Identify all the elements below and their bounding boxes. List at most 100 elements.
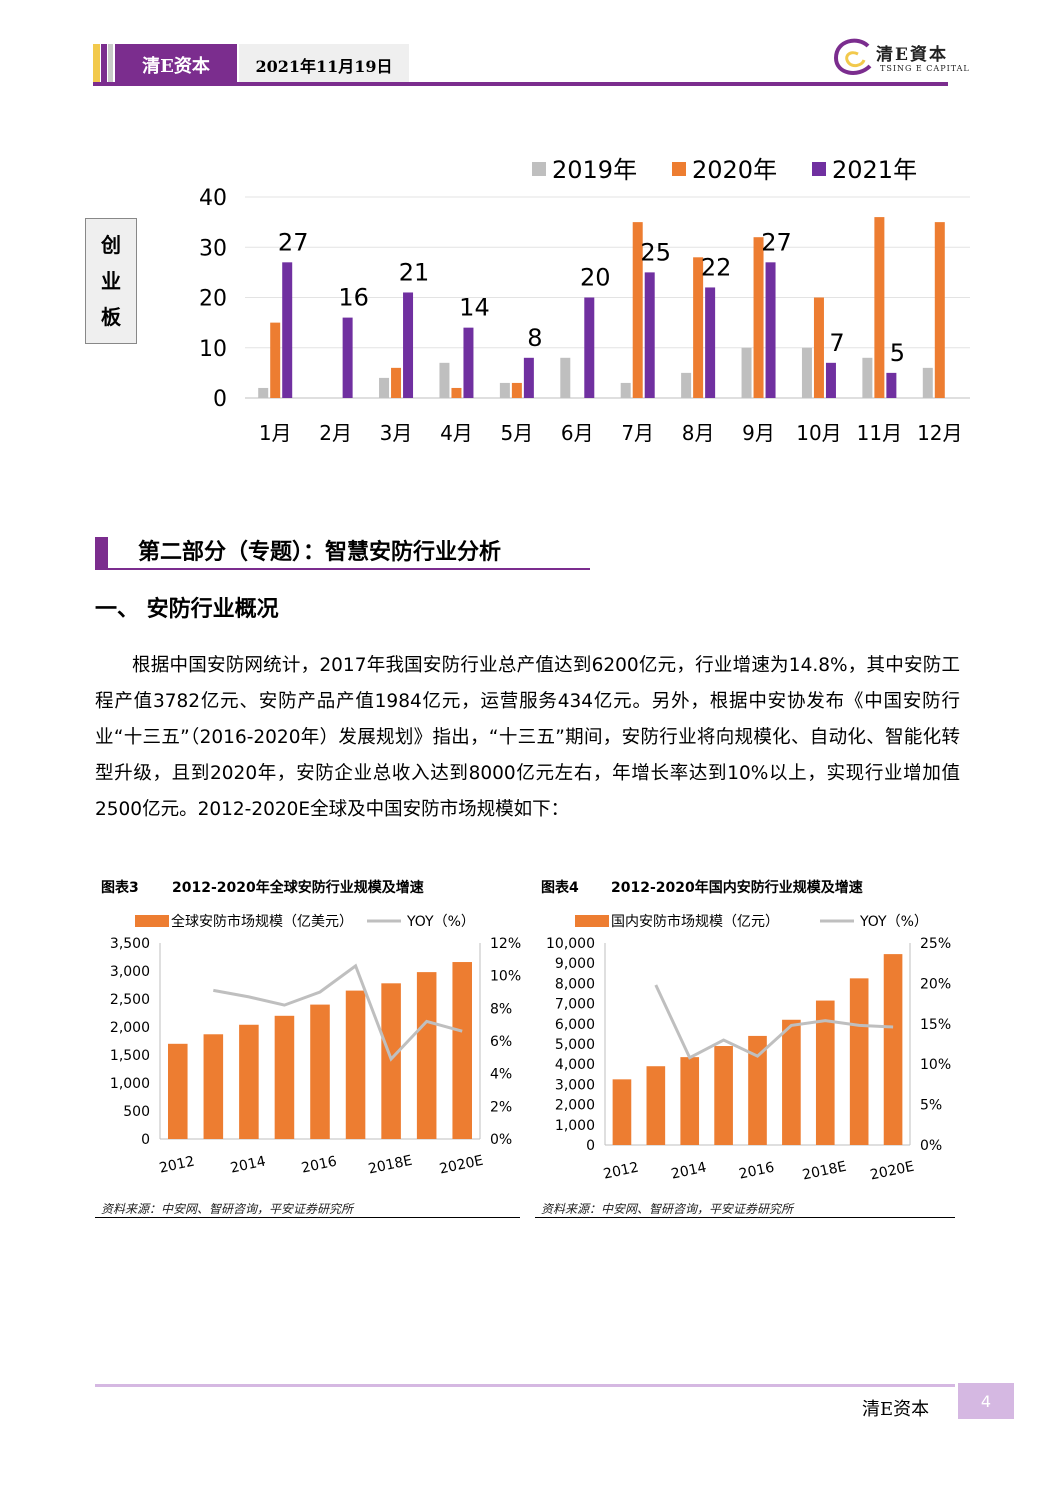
y-left-tick-label: 9,000 [555,956,595,972]
data-label: 8 [527,324,542,352]
bar [403,292,414,398]
figure4-source-line [535,1217,955,1218]
bar [612,1079,632,1145]
monthly-bar-chart: 0 10 20 30 40 1月 27 2月 16 3月 21 4月 14 5月 8 6月 20 7月 25 8月 22… [199,156,970,445]
header-date: 2021年11月19日 [239,44,409,86]
y-left-tick-label: 8,000 [555,976,595,992]
bar [849,978,869,1145]
y-left-tick-label: 4,000 [555,1057,595,1073]
y-right-tick-label: 0% [490,1132,512,1148]
side-label-char: 板 [101,305,121,329]
bar [693,257,704,398]
bar [815,1000,835,1145]
figure3-chart: 0 500 1,000 1,500 2,000 2,500 3,000 3,500 0% 2% 4%… [110,913,521,1178]
body-paragraph: 根据中国安防网统计，2017年我国安防行业总产值达到6200亿元，行业增速为14… [95,655,960,820]
bar [345,990,366,1139]
y-left-tick-label: 10,000 [546,936,595,952]
x-tick-label: 3月 [380,421,413,445]
side-label-char: 业 [101,269,121,293]
y-left-tick-label: 3,500 [110,936,150,952]
figure3-source: 资料来源：中安网、智研咨询，平安证券研究所 [101,1202,354,1216]
header-accent-gray [108,44,113,86]
bar [274,1015,295,1139]
bar [883,954,903,1145]
bar [379,377,390,398]
data-label: 21 [399,258,430,286]
x-tick-label: 2020E [438,1153,485,1178]
legend-swatch [532,162,546,176]
bar [632,222,643,398]
y-left-tick-label: 1,500 [110,1048,150,1064]
y-left-tick-label: 3,000 [555,1077,595,1093]
x-tick-label: 2月 [319,421,352,445]
y-right-tick-label: 15% [920,1017,951,1033]
chart-side-label: 创 业 板 [85,218,137,344]
x-tick-label: 2018E [367,1153,414,1178]
figure3-title: 2012-2020年全球安防行业规模及增速 [172,880,424,896]
logo-cn: 清E資本 [876,45,948,65]
bar [258,387,269,398]
bar [886,372,897,398]
data-label: 14 [459,294,490,322]
bar [825,362,836,398]
bar [203,1034,224,1139]
x-tick-label: 9月 [742,421,775,445]
header-brand: 清E资本 [115,44,237,86]
yoy-line [654,984,894,1060]
data-label: 7 [829,329,844,357]
y-left-tick-label: 2,000 [110,1020,150,1036]
bar [499,382,510,398]
x-tick-label: 10月 [796,421,841,445]
bar [862,357,873,398]
x-tick-label: 2012 [602,1160,640,1183]
legend-label: YOY（%） [859,914,928,930]
legend-swatch-bar [135,915,169,927]
figure4-label: 图表4 [541,880,579,896]
legend-label: 2019年 [552,156,637,184]
y-tick-label: 30 [199,236,227,261]
y-left-tick-label: 7,000 [555,997,595,1013]
y-left-tick-label: 0 [141,1132,150,1148]
bar [813,297,824,398]
bar [416,972,437,1139]
bar [681,372,692,398]
bar [523,357,534,398]
y-right-tick-label: 4% [490,1067,512,1083]
x-tick-label: 2014 [229,1154,267,1177]
y-right-tick-label: 12% [490,936,521,952]
y-right-tick-label: 20% [920,976,951,992]
header-divider [93,82,948,86]
data-label: 5 [890,339,905,367]
bar [874,217,885,398]
y-right-tick-label: 0% [920,1138,942,1154]
bar [439,362,450,398]
y-left-tick-label: 2,500 [110,992,150,1008]
x-tick-label: 2020E [869,1159,916,1184]
footer-brand: 清E资本 [862,1399,930,1420]
x-tick-label: 2012 [158,1154,196,1177]
bar [451,387,462,398]
y-tick-label: 40 [199,186,227,211]
bar [391,367,402,398]
bar [239,1024,259,1139]
bar [748,1035,767,1145]
bar [342,317,353,398]
y-tick-label: 20 [199,287,227,312]
bar [782,1019,801,1145]
y-left-tick-label: 1,000 [555,1118,595,1134]
y-right-tick-label: 10% [920,1057,951,1073]
y-right-tick-label: 10% [490,969,521,985]
y-left-tick-label: 5,000 [555,1037,595,1053]
x-tick-label: 5月 [501,421,534,445]
x-tick-label: 2018E [801,1159,848,1184]
legend-label: 国内安防市场规模（亿元） [611,913,779,930]
legend-swatch [672,162,686,176]
x-tick-label: 11月 [857,421,902,445]
side-label-char: 创 [101,233,121,257]
bar [463,327,474,398]
y-left-tick-label: 0 [586,1138,595,1154]
y-right-tick-label: 8% [490,1001,512,1017]
bar [646,1066,666,1145]
logo-en: TSING E CAPITAL [880,64,970,73]
legend-label: 2021年 [832,156,917,184]
